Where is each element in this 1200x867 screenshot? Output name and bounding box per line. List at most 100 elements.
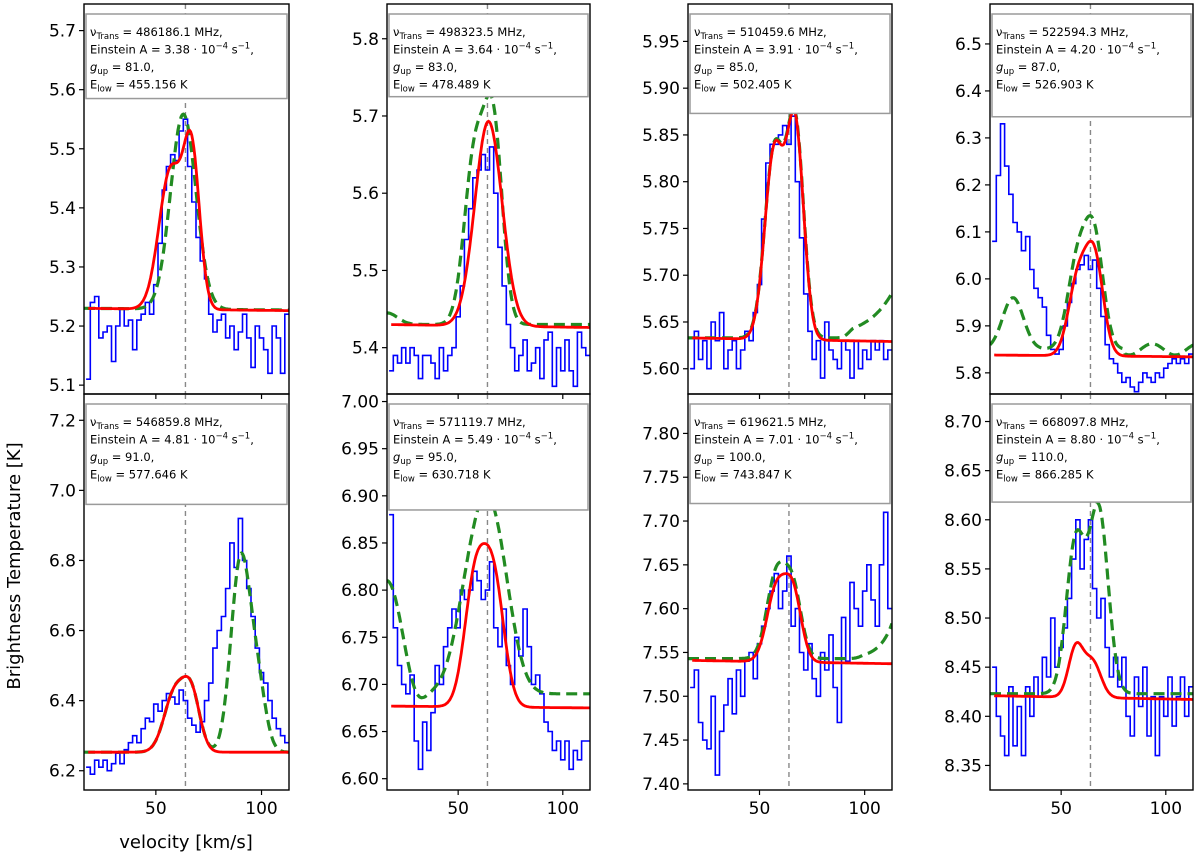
- y-tick-label: 5.6: [352, 184, 379, 204]
- y-tick-label: 5.9: [955, 317, 982, 337]
- y-tick-label: 8.55: [944, 560, 982, 580]
- info-box: [991, 13, 1192, 118]
- y-tick-label: 6.0: [955, 270, 982, 290]
- y-tick-label: 8.45: [944, 658, 982, 678]
- info-elow: Elow = 478.489 K: [393, 78, 491, 95]
- fit-spectrum-line: [391, 119, 590, 329]
- info-box: [689, 13, 891, 115]
- y-tick-label: 5.5: [49, 140, 76, 160]
- info-frequency: νTrans = 668097.8 MHz,: [996, 415, 1129, 432]
- y-tick-label: 8.50: [944, 609, 982, 629]
- y-tick-label: 5.65: [642, 313, 680, 333]
- y-tick-label: 7.80: [642, 424, 680, 444]
- info-elow: Elow = 455.156 K: [90, 78, 188, 95]
- observed-spectrum-line: [992, 123, 1193, 393]
- y-tick-label: 6.70: [341, 675, 379, 695]
- y-tick-label: 5.5: [352, 261, 379, 281]
- info-elow: Elow = 502.405 K: [694, 78, 792, 95]
- y-tick-label: 7.00: [341, 393, 379, 413]
- info-elow: Elow = 577.646 K: [90, 468, 188, 485]
- y-tick-label: 6.3: [955, 129, 982, 149]
- y-tick-label: 5.8: [955, 364, 982, 384]
- panel-frame: [687, 393, 893, 791]
- x-tick-label: 50: [447, 799, 469, 819]
- y-tick-label: 6.2: [49, 762, 76, 782]
- y-tick-label: 5.90: [642, 79, 680, 99]
- info-frequency: νTrans = 510459.6 MHz,: [694, 25, 827, 42]
- y-tick-label: 8.60: [944, 511, 982, 531]
- panel-h: νTrans = 668097.8 MHz,Einstein A = 8.80 …: [944, 393, 1194, 819]
- fit-spectrum-line: [88, 128, 289, 312]
- plot-area: [387, 394, 590, 790]
- panel-frame: [989, 393, 1194, 791]
- y-tick-label: 5.75: [642, 219, 680, 239]
- y-tick-label: 6.85: [341, 534, 379, 554]
- y-tick-label: 6.4: [955, 82, 982, 102]
- y-tick-label: 5.1: [49, 376, 76, 396]
- y-tick-label: 5.4: [49, 199, 76, 219]
- panel-g: νTrans = 619621.5 MHz,Einstein A = 7.01 …: [642, 393, 893, 819]
- info-gup: gup = 95.0,: [393, 450, 457, 467]
- info-gup: gup = 110.0,: [996, 450, 1068, 467]
- observed-spectrum-line: [690, 511, 892, 776]
- info-elow: Elow = 526.903 K: [996, 78, 1094, 95]
- plot-area: [84, 4, 289, 394]
- y-tick-label: 6.8: [49, 551, 76, 571]
- panel-d: νTrans = 522594.3 MHz,Einstein A = 4.20 …: [955, 3, 1194, 399]
- info-einstein-a: Einstein A = 7.01 · 10−4 s−1,: [694, 432, 858, 447]
- info-frequency: νTrans = 522594.3 MHz,: [996, 25, 1129, 42]
- y-tick-label: 5.80: [642, 173, 680, 193]
- y-tick-label: 8.35: [944, 756, 982, 776]
- plot-area: [84, 394, 289, 790]
- plot-area: [387, 4, 590, 394]
- plot-area: [688, 394, 892, 790]
- panel-e: νTrans = 546859.8 MHz,Einstein A = 4.81 …: [49, 393, 290, 819]
- fit-spectrum-line: [88, 674, 289, 754]
- model-spectrum-line: [990, 214, 1193, 357]
- y-tick-label: 6.65: [341, 723, 379, 743]
- y-tick-label: 7.0: [49, 481, 76, 501]
- y-tick-label: 6.95: [341, 440, 379, 460]
- observed-spectrum-line: [86, 517, 289, 775]
- panel-f: νTrans = 571119.7 MHz,Einstein A = 5.49 …: [341, 393, 591, 819]
- info-gup: gup = 81.0,: [90, 60, 154, 77]
- y-tick-label: 8.40: [944, 707, 982, 727]
- info-elow: Elow = 866.285 K: [996, 468, 1094, 485]
- info-box: [85, 403, 288, 506]
- info-elow: Elow = 743.847 K: [694, 468, 792, 485]
- y-tick-label: 6.90: [341, 487, 379, 507]
- x-tick-label: 50: [749, 799, 771, 819]
- y-axis-title: Brightness Temperature [K]: [4, 442, 25, 689]
- y-tick-label: 7.55: [642, 643, 680, 663]
- info-einstein-a: Einstein A = 4.81 · 10−4 s−1,: [90, 432, 254, 447]
- y-tick-label: 6.60: [341, 770, 379, 790]
- observed-spectrum-line: [992, 519, 1193, 757]
- y-tick-label: 5.7: [49, 22, 76, 42]
- info-frequency: νTrans = 546859.8 MHz,: [90, 415, 223, 432]
- y-tick-label: 5.4: [352, 339, 379, 359]
- info-einstein-a: Einstein A = 3.38 · 10−4 s−1,: [90, 42, 254, 57]
- x-tick-label: 100: [245, 799, 277, 819]
- y-tick-label: 5.70: [642, 266, 680, 286]
- info-gup: gup = 91.0,: [90, 450, 154, 467]
- x-axis-title: velocity [km/s]: [119, 832, 253, 853]
- observed-spectrum-line: [389, 513, 590, 771]
- y-tick-label: 5.6: [49, 81, 76, 101]
- info-gup: gup = 87.0,: [996, 60, 1060, 77]
- fit-spectrum-line: [391, 542, 590, 710]
- x-tick-label: 100: [848, 799, 880, 819]
- panels-group: νTrans = 486186.1 MHz,Einstein A = 3.38 …: [49, 3, 1194, 819]
- y-tick-label: 7.75: [642, 468, 680, 488]
- info-einstein-a: Einstein A = 3.64 · 10−4 s−1,: [393, 42, 557, 57]
- y-tick-label: 7.60: [642, 600, 680, 620]
- panel-frame: [83, 393, 290, 791]
- model-spectrum-line: [990, 501, 1193, 696]
- fit-spectrum-line: [994, 239, 1193, 359]
- info-einstein-a: Einstein A = 4.20 · 10−4 s−1,: [996, 42, 1160, 57]
- info-frequency: νTrans = 486186.1 MHz,: [90, 25, 223, 42]
- x-tick-label: 100: [1150, 799, 1182, 819]
- y-tick-label: 6.75: [341, 628, 379, 648]
- x-tick-label: 100: [547, 799, 579, 819]
- info-elow: Elow = 630.718 K: [393, 468, 491, 485]
